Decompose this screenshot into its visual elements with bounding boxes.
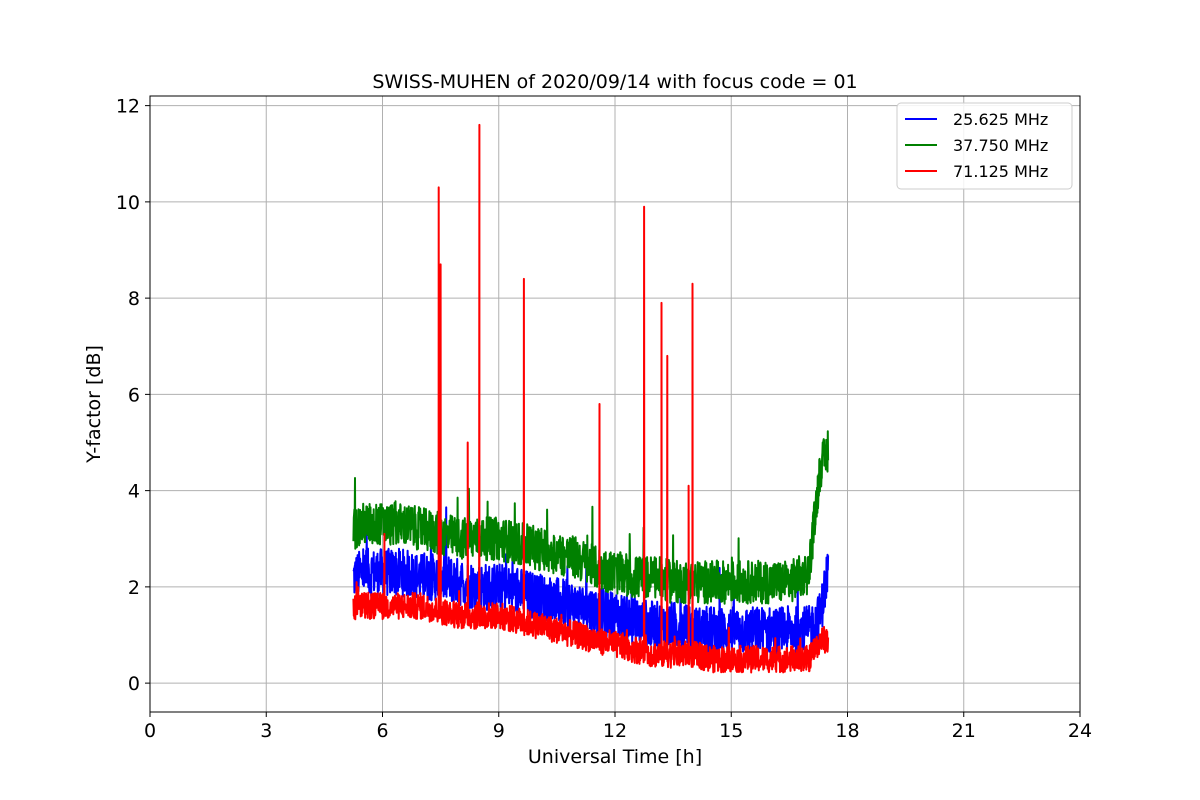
x-tick-label: 15 [719, 720, 743, 742]
x-axis-label: Universal Time [h] [528, 746, 702, 768]
chart-title: SWISS-MUHEN of 2020/09/14 with focus cod… [372, 71, 857, 93]
series-layer [352, 123, 830, 674]
legend: 25.625 MHz 37.750 MHz 71.125 MHz [896, 102, 1073, 190]
series-line [352, 506, 830, 656]
x-tick-label: 24 [1068, 720, 1092, 742]
y-tick-label: 10 [116, 192, 140, 214]
y-tick-label: 8 [128, 288, 140, 310]
x-tick-label: 6 [376, 720, 388, 742]
legend-label: 37.750 MHz [953, 136, 1048, 155]
x-tick-label: 3 [260, 720, 272, 742]
legend-label: 71.125 MHz [953, 162, 1048, 181]
x-tick-label: 0 [144, 720, 156, 742]
y-axis-label: Y-factor [dB] [83, 345, 105, 464]
x-tick-label: 12 [603, 720, 627, 742]
y-tick-label: 4 [128, 481, 140, 503]
x-tick-label: 21 [952, 720, 976, 742]
series-line [352, 430, 830, 605]
y-tick-label: 12 [116, 96, 140, 118]
series-line [352, 123, 830, 674]
legend-box [896, 102, 1073, 190]
x-tick-label: 9 [493, 720, 505, 742]
y-tick-label: 6 [128, 384, 140, 406]
y-tick-label: 0 [128, 673, 140, 695]
y-tick-label: 2 [128, 577, 140, 599]
legend-label: 25.625 MHz [953, 110, 1048, 129]
x-tick-label: 18 [835, 720, 859, 742]
